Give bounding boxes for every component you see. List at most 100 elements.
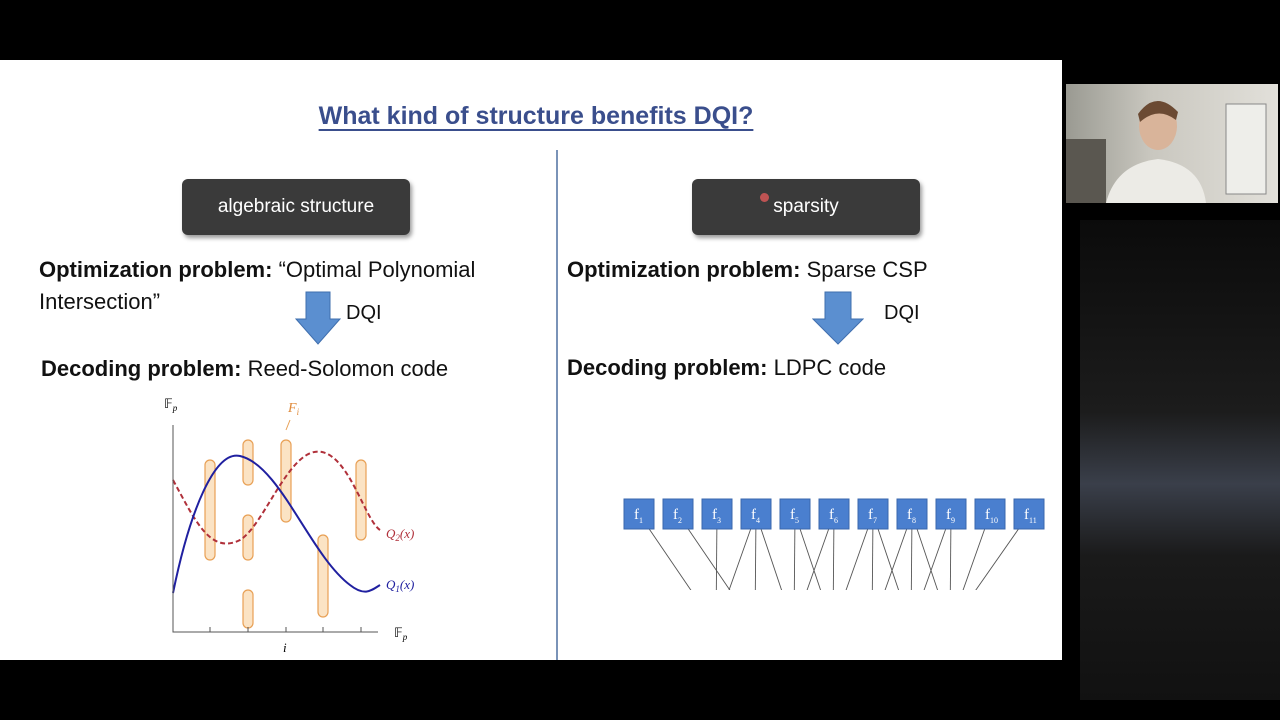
bar-label: Fi bbox=[287, 401, 300, 417]
webcam bbox=[1066, 84, 1278, 203]
left-box: algebraic structure bbox=[182, 179, 410, 235]
factor-node bbox=[662, 498, 694, 530]
right-opt: Optimization problem: Sparse CSP bbox=[567, 257, 928, 283]
text: LDPC code bbox=[773, 355, 887, 380]
factor-label: f3 bbox=[712, 507, 721, 525]
edge bbox=[949, 513, 952, 590]
main: Q bbox=[386, 577, 396, 592]
laser-pointer bbox=[760, 193, 769, 202]
tail: (x) bbox=[400, 577, 414, 592]
main: F bbox=[287, 401, 297, 416]
tail: (x) bbox=[400, 526, 414, 541]
sub: 11 bbox=[1029, 516, 1037, 525]
x-tick: i bbox=[283, 640, 287, 655]
x-axis-label: 𝔽p bbox=[394, 625, 408, 642]
edge bbox=[975, 513, 1030, 590]
main: f bbox=[946, 507, 951, 523]
text: Sparse CSP bbox=[806, 257, 928, 282]
sub: 2 bbox=[395, 533, 400, 543]
factor-node bbox=[896, 498, 928, 530]
factor-node bbox=[935, 498, 967, 530]
main: f bbox=[907, 507, 912, 523]
sub: i bbox=[297, 407, 300, 417]
factor-label: f4 bbox=[751, 507, 760, 525]
factor-label: f2 bbox=[673, 507, 682, 525]
q2-label: Q2(x) bbox=[386, 526, 414, 543]
edge bbox=[728, 513, 757, 590]
main: 𝔽 bbox=[394, 625, 403, 640]
y-axis-label: 𝔽p bbox=[164, 396, 178, 413]
blurred-sidebar bbox=[1080, 220, 1280, 700]
factor-node bbox=[818, 498, 850, 530]
left-arrow bbox=[295, 291, 341, 345]
right-box: sparsity bbox=[692, 179, 920, 235]
main: f bbox=[1024, 507, 1029, 523]
label: Optimization problem: bbox=[567, 257, 801, 282]
sub: 9 bbox=[951, 516, 955, 525]
sub: 8 bbox=[912, 516, 916, 525]
sub: 5 bbox=[795, 516, 799, 525]
main: f bbox=[751, 507, 756, 523]
sub: 2 bbox=[678, 516, 682, 525]
left-dqi: DQI bbox=[346, 302, 382, 324]
right-arrow bbox=[812, 291, 864, 345]
factor-graph: f1f2f3f4f5f6f7f8f9f10f11x1x2x3x4x5x6x7 bbox=[623, 498, 1045, 590]
title-text: What kind of structure benefits DQI? bbox=[318, 102, 754, 130]
main: f bbox=[790, 507, 795, 523]
sub: 6 bbox=[834, 516, 838, 525]
main: 𝔽 bbox=[164, 396, 173, 411]
main: Q bbox=[386, 526, 396, 541]
main: f bbox=[868, 507, 873, 523]
factor-node bbox=[740, 498, 772, 530]
factor-label: f9 bbox=[946, 507, 955, 525]
edge bbox=[638, 513, 692, 590]
edge bbox=[871, 513, 874, 590]
sub: p bbox=[402, 632, 408, 642]
sub: 1 bbox=[395, 584, 400, 594]
q1-label: Q1(x) bbox=[386, 577, 414, 594]
edge bbox=[755, 513, 783, 590]
plot: 𝔽p 𝔽p i Fi Q2(x) Q1(x) bbox=[164, 396, 414, 655]
factor-node bbox=[1013, 498, 1045, 530]
left-opt: Optimization problem: “Optimal Polynomia… bbox=[39, 257, 475, 283]
edge bbox=[910, 513, 913, 590]
divider bbox=[556, 150, 558, 660]
slide: What kind of structure benefits DQI? alg… bbox=[0, 60, 1062, 660]
factor-label: f8 bbox=[907, 507, 916, 525]
right-dqi: DQI bbox=[884, 302, 920, 324]
sub: 4 bbox=[756, 516, 760, 525]
main: f bbox=[673, 507, 678, 523]
label: Decoding problem: bbox=[567, 355, 768, 380]
factor-label: f10 bbox=[985, 507, 998, 525]
webcam-figure bbox=[1066, 100, 1267, 203]
sub: p bbox=[172, 403, 178, 413]
factor-node bbox=[701, 498, 733, 530]
left-opt-2: Intersection” bbox=[39, 289, 161, 314]
sub: 3 bbox=[717, 516, 721, 525]
sub: 7 bbox=[873, 516, 877, 525]
factor-node bbox=[974, 498, 1006, 530]
main: f bbox=[634, 507, 639, 523]
slide-title: What kind of structure benefits DQI? bbox=[0, 102, 1072, 131]
factor-label: f11 bbox=[1024, 507, 1037, 525]
edge bbox=[962, 513, 991, 590]
factor-label: f7 bbox=[868, 507, 877, 525]
factor-node bbox=[779, 498, 811, 530]
factor-label: f6 bbox=[829, 507, 838, 525]
edge bbox=[845, 513, 874, 590]
right-dec: Decoding problem: LDPC code bbox=[567, 355, 886, 381]
sub: 10 bbox=[990, 516, 998, 525]
edge bbox=[923, 513, 952, 590]
edge bbox=[832, 513, 835, 590]
text: Reed-Solomon code bbox=[247, 356, 449, 381]
edge bbox=[793, 513, 796, 590]
text: “Optimal Polynomial bbox=[278, 257, 476, 282]
factor-label: f5 bbox=[790, 507, 799, 525]
label: Decoding problem: bbox=[41, 356, 242, 381]
factor-label: f1 bbox=[634, 507, 643, 525]
edge bbox=[884, 513, 913, 590]
main: f bbox=[985, 507, 990, 523]
main: f bbox=[712, 507, 717, 523]
edge bbox=[754, 513, 757, 590]
